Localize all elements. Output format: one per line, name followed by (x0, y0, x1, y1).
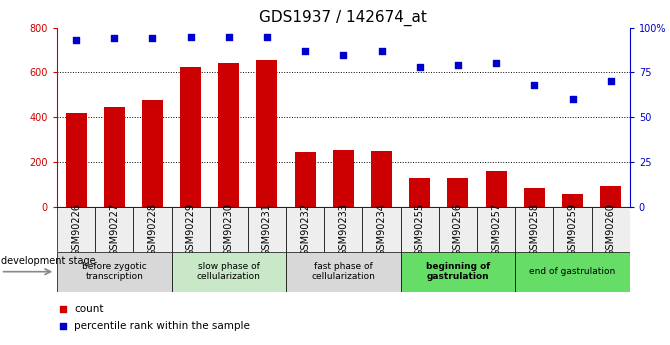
Point (299, 48, 310, 54)
Point (605, 79, 616, 84)
Bar (562, 194, 583, 207)
Text: GSM90227: GSM90227 (109, 203, 119, 256)
Point (261, 34, 272, 39)
Text: GSM90231: GSM90231 (262, 203, 272, 256)
Point (185, 34, 196, 39)
Point (529, 82, 539, 88)
Text: GSM90228: GSM90228 (147, 203, 157, 256)
Text: GSM90233: GSM90233 (338, 203, 348, 256)
Point (414, 64, 425, 70)
Point (338, 52, 348, 57)
Point (58, 306, 68, 312)
Bar (524, 188, 545, 207)
Bar (324, 207, 362, 252)
Point (70, 37, 81, 43)
Bar (172, 207, 210, 252)
Text: GSM90229: GSM90229 (186, 203, 196, 256)
Bar (210, 207, 248, 252)
Text: beginning of
gastrulation: beginning of gastrulation (426, 262, 490, 282)
Bar (515, 252, 630, 292)
Bar (142, 100, 163, 207)
Text: fast phase of
cellularization: fast phase of cellularization (312, 262, 375, 282)
Text: GSM90256: GSM90256 (453, 203, 463, 256)
Bar (409, 178, 430, 207)
Bar (133, 207, 172, 252)
Bar (486, 171, 507, 207)
Bar (600, 186, 621, 207)
Text: GSM90257: GSM90257 (491, 203, 501, 256)
Title: GDS1937 / 142674_at: GDS1937 / 142674_at (259, 10, 427, 26)
Bar (401, 252, 515, 292)
Text: GSM90230: GSM90230 (224, 203, 234, 256)
Bar (401, 207, 439, 252)
Text: GSM90255: GSM90255 (415, 203, 425, 256)
Text: GSM90260: GSM90260 (606, 203, 616, 256)
Bar (66, 113, 86, 207)
Text: before zygotic
transcription: before zygotic transcription (82, 262, 147, 282)
Bar (57, 207, 95, 252)
Bar (172, 252, 286, 292)
Text: GSM90226: GSM90226 (71, 203, 81, 256)
Bar (286, 252, 401, 292)
Text: development stage: development stage (1, 256, 95, 266)
Bar (57, 252, 172, 292)
Bar (362, 207, 401, 252)
Text: GSM90259: GSM90259 (567, 203, 578, 256)
Point (58, 323, 68, 329)
Bar (104, 107, 125, 207)
Bar (553, 207, 592, 252)
Point (147, 36, 157, 41)
Bar (371, 151, 392, 207)
Bar (448, 178, 468, 207)
Bar (515, 207, 553, 252)
Point (223, 34, 234, 39)
Text: count: count (74, 304, 104, 314)
Bar (439, 207, 477, 252)
Point (452, 62, 463, 68)
Text: end of gastrulation: end of gastrulation (529, 267, 616, 276)
Bar (477, 207, 515, 252)
Text: GSM90234: GSM90234 (377, 203, 387, 256)
Point (376, 48, 387, 54)
Text: slow phase of
cellularization: slow phase of cellularization (197, 262, 261, 282)
Point (109, 36, 119, 41)
Bar (295, 152, 316, 207)
Point (567, 97, 578, 102)
Bar (180, 67, 201, 207)
Bar (286, 207, 324, 252)
Text: percentile rank within the sample: percentile rank within the sample (74, 321, 250, 331)
Text: GSM90232: GSM90232 (300, 203, 310, 256)
Bar (248, 207, 286, 252)
Bar (333, 150, 354, 207)
Bar (95, 207, 133, 252)
Bar (257, 60, 277, 207)
Point (490, 61, 501, 66)
Text: GSM90258: GSM90258 (529, 203, 539, 256)
Bar (592, 207, 630, 252)
Bar (218, 63, 239, 207)
